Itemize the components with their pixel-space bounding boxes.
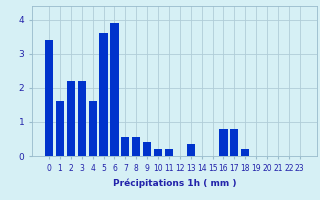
Bar xyxy=(220,129,228,156)
Bar xyxy=(132,137,140,156)
Bar xyxy=(165,149,173,156)
Bar xyxy=(143,142,151,156)
Bar xyxy=(56,101,64,156)
Bar xyxy=(45,40,53,156)
Bar xyxy=(89,101,97,156)
Bar xyxy=(241,149,249,156)
Bar xyxy=(187,144,195,156)
Bar xyxy=(230,129,238,156)
Bar xyxy=(110,23,118,156)
Bar xyxy=(154,149,162,156)
Bar xyxy=(78,81,86,156)
Bar xyxy=(67,81,75,156)
Bar xyxy=(121,137,129,156)
Bar xyxy=(100,33,108,156)
X-axis label: Précipitations 1h ( mm ): Précipitations 1h ( mm ) xyxy=(113,178,236,188)
